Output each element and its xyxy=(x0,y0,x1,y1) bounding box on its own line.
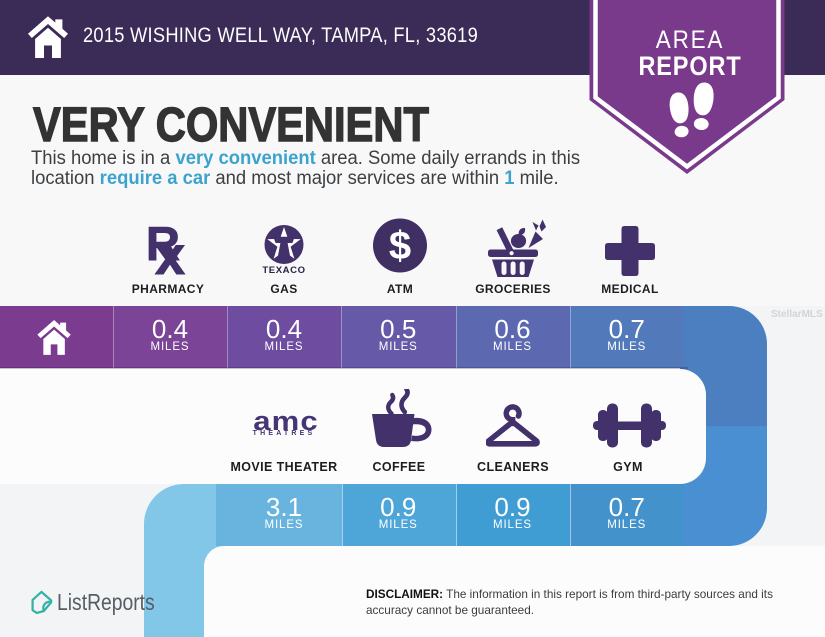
svg-text:$: $ xyxy=(389,224,411,268)
